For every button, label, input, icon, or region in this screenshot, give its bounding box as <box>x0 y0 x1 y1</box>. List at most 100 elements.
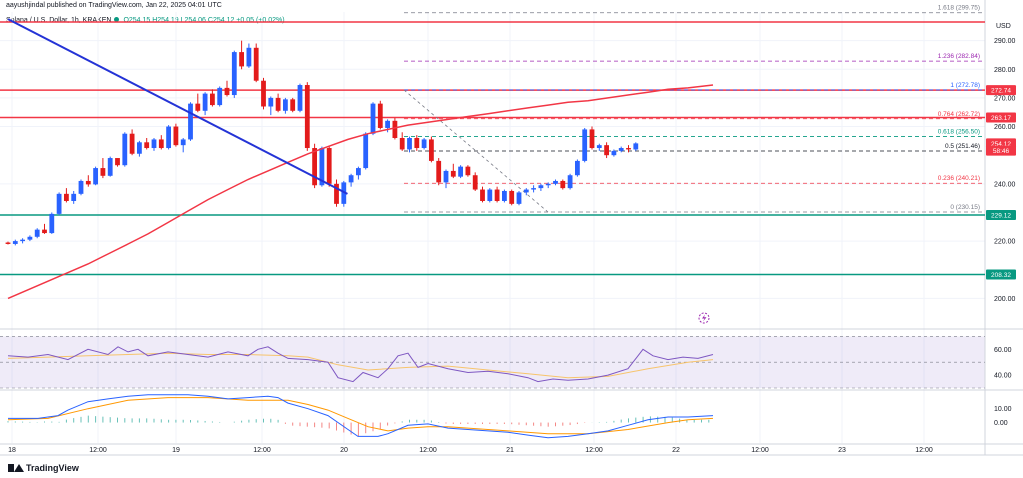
candle-body <box>188 103 193 140</box>
candle-body <box>151 139 157 149</box>
candle-body <box>633 143 639 150</box>
tradingview-logo: TradingView <box>8 463 79 473</box>
price-tag-label: 229.12 <box>991 212 1011 219</box>
candle-body <box>231 52 237 96</box>
macd-indicator <box>7 394 714 439</box>
candle-body <box>253 47 259 81</box>
publish-header: aayushjindal published on TradingView.co… <box>6 2 222 9</box>
time-tick-label: 12:00 <box>751 447 769 454</box>
fib-level-label: 0.236 (240.21) <box>938 175 980 182</box>
price-tag-box <box>986 85 1016 96</box>
candle-body <box>217 87 223 106</box>
candle-body <box>348 175 354 183</box>
candle-body <box>618 148 624 151</box>
candle-body <box>304 85 310 149</box>
candle-body <box>341 182 347 204</box>
candle-body <box>502 190 507 201</box>
candle-body <box>129 133 135 154</box>
price-tick-label: 280.00 <box>994 67 1016 74</box>
candle-body <box>202 93 208 111</box>
rsi-line <box>7 346 714 383</box>
brand-name: TradingView <box>26 463 79 473</box>
price-tag-label: 58:46 <box>993 148 1010 155</box>
price-tick-label: 270.00 <box>994 95 1016 102</box>
candle-body <box>429 139 434 161</box>
price-tag-label: 208.32 <box>991 272 1011 279</box>
time-tick-label: 12:00 <box>585 447 603 454</box>
candle-body <box>290 99 296 111</box>
candle-body <box>246 47 252 67</box>
candle-body <box>531 188 536 190</box>
rsi-indicator <box>0 336 985 389</box>
bearish-trend-line <box>7 18 348 195</box>
candle-body <box>195 103 201 111</box>
macd-line <box>8 394 714 439</box>
symbol-name: Solana / U.S. Dollar, 1h, KRAKEN <box>6 17 112 24</box>
ohlc-values: O254.15 H254.19 L254.06 C254.12 +0.05 (+… <box>123 17 285 24</box>
candle-body <box>210 93 215 106</box>
candle-body <box>611 150 617 156</box>
fib-level-label: 1.618 (299.75) <box>938 5 980 12</box>
candle-body <box>443 170 449 183</box>
time-tick-label: 18 <box>8 447 16 454</box>
candle-body <box>312 148 317 186</box>
market-status-icon <box>114 17 120 22</box>
fibonacci-levels: 1.618 (299.75) 1.236 (282.84) 1 (272.78) 0.… <box>403 5 985 213</box>
horizontal-levels <box>0 21 985 276</box>
fib-level-label: 1.236 (282.84) <box>938 53 980 60</box>
price-tag-label: 272.74 <box>991 88 1011 95</box>
candle-body <box>78 180 84 194</box>
candle-body <box>122 133 128 166</box>
candle-body <box>523 189 529 193</box>
pane-separators <box>0 0 1023 456</box>
grid <box>0 12 985 443</box>
candle-body <box>487 189 493 201</box>
symbol-legend: Solana / U.S. Dollar, 1h, KRAKEN O254.15 … <box>6 17 285 24</box>
candle-body <box>71 193 77 201</box>
candle-body <box>356 168 361 176</box>
candle-body <box>166 126 171 149</box>
time-tick-label: 23 <box>838 447 846 454</box>
time-tick-label: 12:00 <box>253 447 271 454</box>
candle-body <box>93 168 98 185</box>
candle-body <box>465 166 471 176</box>
candle-body <box>144 142 150 149</box>
price-tick-label: 240.00 <box>994 181 1016 188</box>
candle-body <box>100 168 106 176</box>
rsi-tick-label: 60.00 <box>994 347 1012 354</box>
candle-body <box>516 192 522 204</box>
fib-level-label: 0.764 (262.72) <box>938 111 980 118</box>
fib-level-label: 0.618 (256.50) <box>938 129 980 136</box>
candle-body <box>509 190 515 204</box>
price-tick-label: 200.00 <box>994 296 1016 303</box>
candle-body <box>20 239 25 242</box>
time-tick-label: 21 <box>506 447 514 454</box>
replay-icon[interactable] <box>698 312 710 324</box>
currency-label: USD <box>996 23 1011 30</box>
candle-body <box>582 129 588 161</box>
price-tag-label: 263.17 <box>991 115 1011 122</box>
candle-body <box>297 85 303 111</box>
candle-body <box>392 120 398 138</box>
time-tick-label: 12:00 <box>915 447 933 454</box>
candle-body <box>12 241 18 244</box>
candle-body <box>567 175 573 189</box>
candle-body <box>34 229 40 237</box>
candle-body <box>480 189 485 201</box>
candle-body <box>283 99 288 111</box>
candle-body <box>268 97 274 107</box>
candle-body <box>385 120 390 128</box>
time-tick-label: 20 <box>340 447 348 454</box>
candle-body <box>575 160 580 176</box>
candle-body <box>64 193 69 201</box>
candle-body <box>436 160 442 183</box>
candle-body <box>115 158 120 166</box>
price-axis[interactable]: USD 290.00 280.00 270.00 260.00 240.00 220.00 2… <box>994 23 1016 427</box>
time-axis[interactable]: 18 12:00 19 12:00 20 12:00 21 12:00 22 12:00 23 12:… <box>8 447 933 454</box>
candle-body <box>494 189 500 201</box>
candle-body <box>319 148 325 186</box>
candle-body <box>261 80 266 107</box>
candle-body <box>450 170 456 177</box>
